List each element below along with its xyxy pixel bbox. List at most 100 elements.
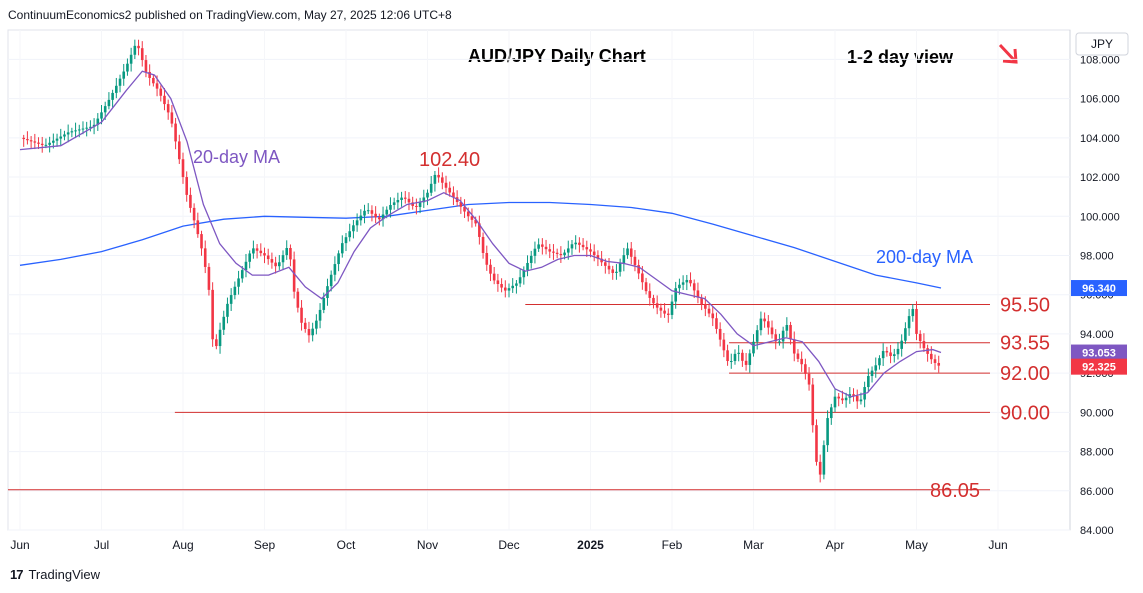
candle-body	[233, 286, 237, 296]
x-tick-label: Jun	[10, 538, 29, 552]
candle-body	[48, 142, 51, 145]
candle-body	[459, 202, 463, 207]
candle-body	[566, 248, 570, 253]
candle-body	[922, 341, 926, 349]
x-tick-label: Oct	[337, 538, 356, 552]
price-chart[interactable]: JPY AUD/JPY Daily Chart 1-2 day view 95.…	[0, 0, 1143, 560]
candle-body	[855, 395, 859, 402]
price-tag	[1071, 344, 1127, 361]
price-tag-label: 96.340	[1082, 283, 1116, 295]
candle-body	[681, 282, 685, 285]
candle-body	[726, 350, 729, 362]
candle-body	[144, 60, 148, 72]
candle-body	[818, 461, 822, 475]
candle-body	[374, 213, 377, 218]
candle-body	[70, 131, 74, 133]
currency-label: JPY	[1091, 37, 1113, 51]
candle-body	[704, 303, 707, 309]
candle-body	[537, 244, 540, 249]
y-tick-label: 86.000	[1080, 486, 1114, 498]
candle-body	[422, 197, 426, 203]
candle-body	[466, 211, 470, 217]
ma200-label: 200-day MA	[876, 247, 973, 267]
candle-body	[444, 182, 448, 188]
candle-body	[270, 259, 274, 263]
candle-body	[259, 250, 263, 254]
candle-body	[392, 202, 396, 205]
candle-body	[837, 396, 841, 399]
candle-body	[222, 316, 226, 330]
candle-body	[618, 263, 622, 272]
candle-body	[192, 207, 196, 221]
y-tick-label: 102.000	[1080, 172, 1120, 184]
x-tick-label: Dec	[498, 538, 519, 552]
y-tick-label: 90.000	[1080, 407, 1114, 419]
candle-body	[904, 328, 907, 341]
candle-body	[237, 278, 240, 287]
candle-body	[648, 291, 652, 298]
candle-body	[185, 177, 189, 195]
candle-body	[496, 280, 500, 285]
candle-body	[785, 325, 789, 331]
candle-body	[696, 290, 700, 298]
candle-body	[333, 264, 337, 275]
candle-body	[337, 253, 340, 265]
currency-box[interactable]	[1075, 32, 1129, 56]
candle-body	[692, 283, 696, 291]
candle-body	[503, 287, 507, 291]
candle-body	[211, 289, 214, 340]
y-tick-label: 100.000	[1080, 211, 1120, 223]
candle-body	[355, 220, 359, 226]
candle-body	[429, 183, 433, 193]
candle-body	[911, 308, 915, 317]
candle-body	[541, 244, 544, 247]
footer-brand: TradingView	[28, 567, 101, 582]
x-tick-label: Mar	[743, 538, 764, 552]
arrow-down-right-icon	[998, 43, 1018, 64]
candle-body	[800, 358, 803, 365]
candle-body	[622, 255, 626, 264]
candle-body	[626, 248, 629, 256]
candle-body	[515, 283, 518, 286]
candle-body	[248, 253, 251, 262]
candle-body	[644, 282, 648, 292]
x-tick-label: 2025	[577, 538, 604, 552]
candle-body	[463, 206, 466, 212]
candle-body	[926, 348, 929, 354]
candle-body	[378, 217, 381, 220]
candle-body	[652, 297, 655, 304]
candle-body	[85, 127, 88, 129]
candle-body	[604, 262, 607, 266]
candle-body	[759, 318, 763, 331]
candle-body	[66, 132, 70, 135]
tradingview-footer[interactable]: 17 TradingView	[10, 567, 100, 582]
candle-body	[348, 231, 352, 238]
candle-body	[26, 139, 29, 141]
candle-body	[118, 78, 122, 86]
candle-body	[170, 112, 174, 124]
candle-body	[303, 322, 307, 330]
candle-body	[359, 215, 363, 221]
y-tick-label: 94.000	[1080, 329, 1114, 341]
y-tick-label: 88.000	[1080, 447, 1114, 459]
candle-body	[322, 298, 326, 310]
candle-body	[492, 273, 496, 281]
candle-body	[344, 237, 348, 244]
x-tick-label: Nov	[417, 538, 438, 552]
x-tick-label: May	[905, 538, 928, 552]
price-tag-label: 92.325	[1082, 362, 1116, 374]
candle-body	[937, 362, 941, 366]
candle-body	[781, 330, 785, 342]
candle-body	[300, 307, 303, 323]
candle-body	[370, 210, 374, 214]
candle-body	[311, 328, 314, 336]
candle-body	[133, 45, 137, 55]
candle-body	[578, 242, 581, 245]
candle-body	[478, 223, 481, 237]
candle-body	[611, 269, 615, 273]
candle-body	[548, 249, 552, 252]
candle-body	[255, 248, 259, 251]
ma200-line	[19, 201, 942, 289]
candle-body	[81, 128, 85, 130]
candle-body	[129, 54, 133, 64]
